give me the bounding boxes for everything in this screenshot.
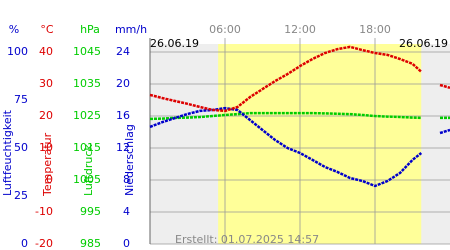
y-tick-label: 995: [80, 205, 101, 218]
axis-unit: %: [9, 23, 19, 36]
data-line: [149, 45, 450, 113]
y-tick-label: 30: [39, 77, 53, 90]
axis-title: Niederschlag: [123, 124, 136, 196]
y-tick-label: 75: [14, 93, 28, 106]
data-line: [149, 106, 450, 188]
y-tick-label: 25: [14, 189, 28, 202]
y-tick-label: 1035: [73, 77, 101, 90]
axis-unit: °C: [40, 23, 54, 36]
y-tick-label: 10: [39, 141, 53, 154]
y-tick-label: 16: [116, 109, 130, 122]
y-tick-label: 4: [123, 205, 130, 218]
y-tick-label: -10: [35, 205, 53, 218]
y-tick-label: 1045: [73, 45, 101, 58]
axis-title: Luftdruck: [82, 144, 95, 196]
y-tick-label: 1025: [73, 109, 101, 122]
daylight-band: [218, 44, 422, 244]
axis-title: Luftfeuchtigkeit: [1, 109, 14, 196]
y-tick-label: 985: [80, 237, 101, 250]
x-tick-label: 06:00: [209, 23, 241, 36]
y-tick-label: 0: [21, 237, 28, 250]
y-tick-label: 1015: [73, 141, 101, 154]
x-tick-label: 12:00: [284, 23, 316, 36]
y-tick-label: 0: [123, 237, 130, 250]
y-tick-label: -20: [35, 237, 53, 250]
y-tick-label: 100: [7, 45, 28, 58]
y-tick-label: 20: [116, 77, 130, 90]
axis-unit: mm/h: [115, 23, 147, 36]
axis-unit: hPa: [80, 23, 100, 36]
y-tick-label: 0: [46, 173, 53, 186]
date-left: 26.06.19: [150, 37, 199, 50]
data-line: [149, 111, 450, 121]
y-tick-label: 8: [123, 173, 130, 186]
x-tick-label: 18:00: [359, 23, 391, 36]
date-right: 26.06.19: [399, 37, 448, 50]
y-tick-label: 12: [116, 141, 130, 154]
y-tick-label: 1005: [73, 173, 101, 186]
y-tick-label: 24: [116, 45, 130, 58]
axis-title: Temperatur: [41, 132, 54, 197]
y-tick-label: 50: [14, 141, 28, 154]
y-tick-label: 40: [39, 45, 53, 58]
footer: Erstellt: 01.07.2025 14:57: [175, 233, 319, 246]
y-tick-label: 20: [39, 109, 53, 122]
